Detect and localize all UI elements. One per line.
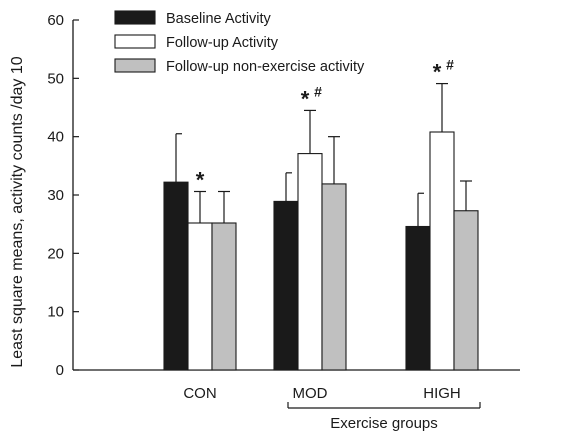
y-tick-label: 60 [47, 12, 64, 29]
bar-con-1 [187, 222, 213, 371]
significance-sup: # [446, 57, 454, 73]
bar-high-0 [405, 225, 431, 371]
y-tick-label: 0 [56, 362, 64, 379]
bar-mod-2 [321, 183, 347, 371]
legend: Baseline Activity Follow-up Activity Follo… [114, 10, 365, 75]
x-tick-label: CON [183, 385, 216, 402]
bar-con-2 [211, 222, 237, 371]
bar-mod-0 [273, 200, 299, 371]
legend-swatch [114, 58, 156, 73]
y-tick-label: 30 [47, 187, 64, 204]
axes: 0 10 20 30 40 50 60 CON MOD HIGH Exercise groups [47, 12, 520, 432]
bar-con-0 [163, 181, 189, 371]
x-tick-label: HIGH [423, 385, 461, 402]
significance-marker: * [433, 60, 442, 85]
legend-label: Follow-up Activity [166, 35, 279, 51]
legend-label: Baseline Activity [166, 11, 272, 27]
y-tick-label: 40 [47, 129, 64, 146]
legend-label: Follow-up non-exercise activity [166, 59, 365, 75]
y-axis-label: Least square means, activity counts /day… [9, 56, 26, 367]
y-tick-label: 50 [47, 70, 64, 87]
significance-marker: * [196, 168, 205, 193]
bars: ** #* # [163, 57, 479, 371]
significance-sup: # [314, 83, 322, 99]
bar-high-1 [429, 131, 455, 371]
significance-marker: * [301, 86, 310, 111]
x-tick-label: MOD [293, 385, 328, 402]
group-label: Exercise groups [330, 415, 438, 432]
legend-swatch [114, 34, 156, 49]
y-tick-label: 20 [47, 245, 64, 262]
bar-mod-1 [297, 153, 323, 371]
y-tick-label: 10 [47, 304, 64, 321]
legend-swatch [114, 10, 156, 25]
bar-high-2 [453, 210, 479, 371]
